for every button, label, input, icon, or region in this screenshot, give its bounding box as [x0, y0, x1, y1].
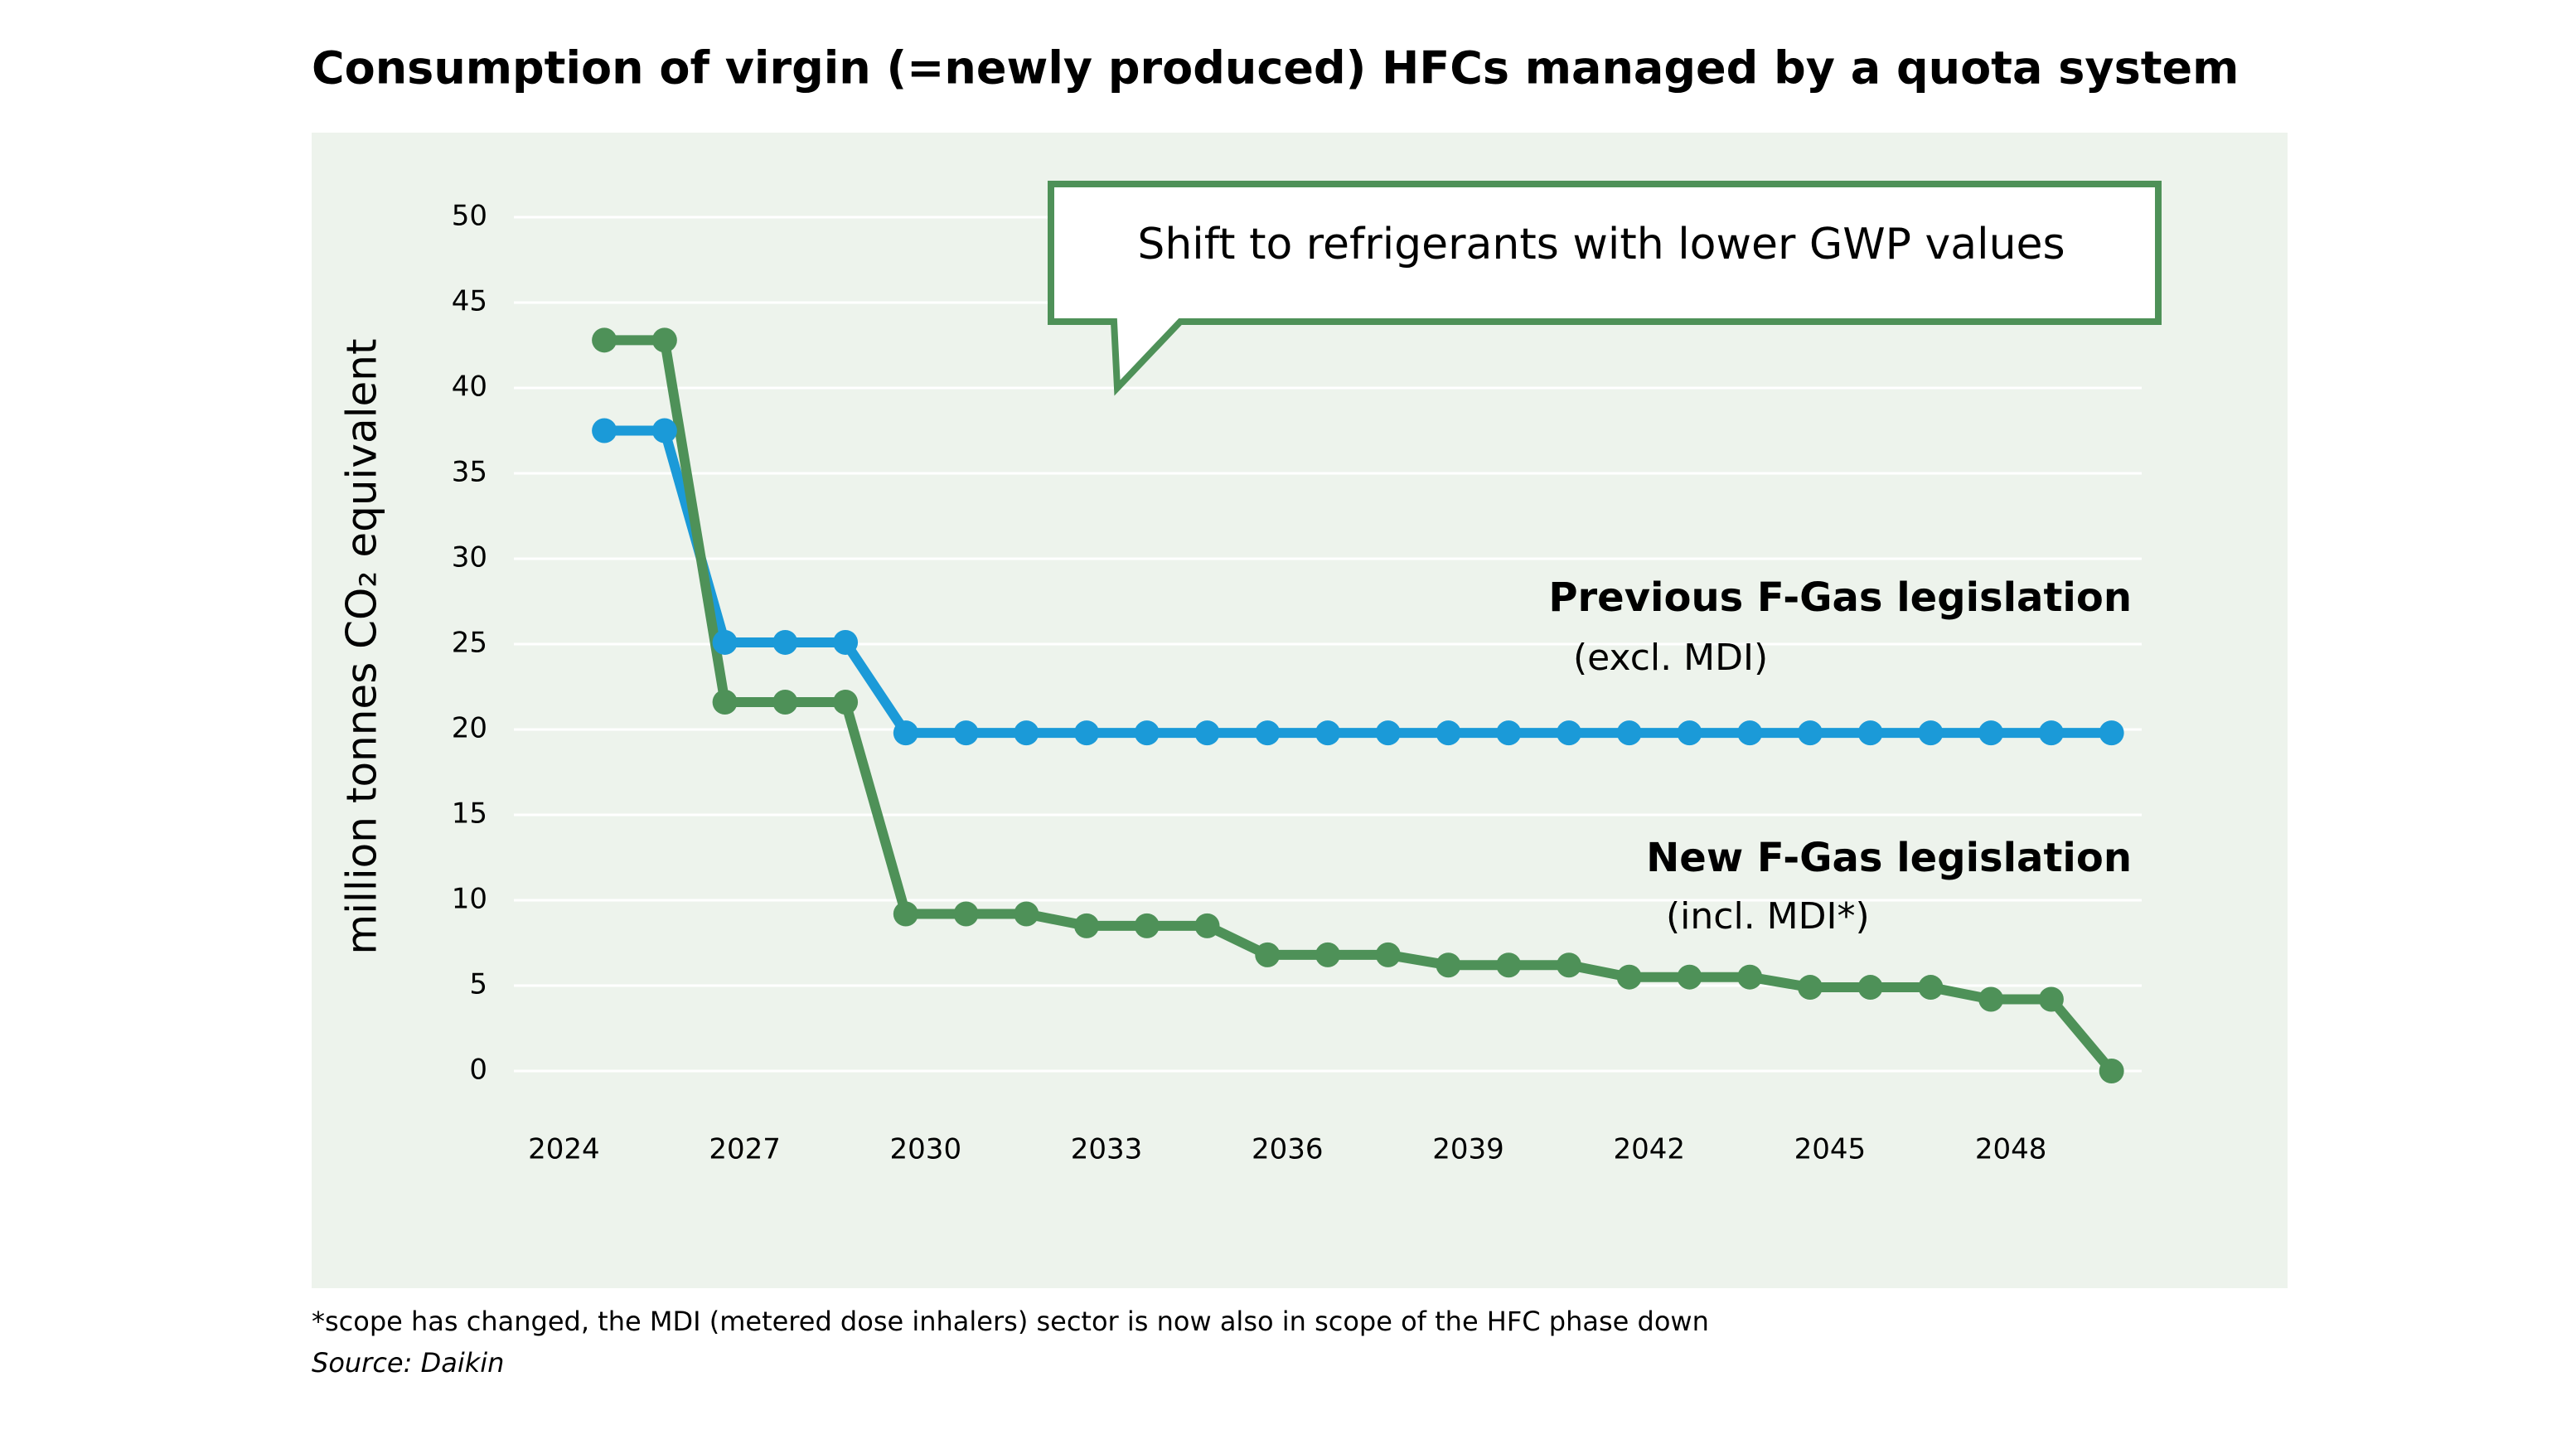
data-point	[1616, 964, 1642, 990]
data-point	[1255, 942, 1281, 967]
data-point	[1074, 720, 1100, 746]
x-tick-label: 2039	[1432, 1133, 1504, 1166]
data-point	[1255, 720, 1281, 746]
data-point	[1978, 986, 2004, 1012]
y-tick-label: 40	[452, 371, 487, 404]
series-label: New F-Gas legislation	[1646, 835, 2132, 881]
data-point	[1978, 720, 2004, 746]
data-point	[712, 690, 738, 715]
data-point	[1074, 913, 1100, 938]
y-tick-label: 5	[469, 968, 487, 1001]
data-point	[1375, 942, 1401, 967]
series-label: Previous F-Gas legislation	[1548, 574, 2132, 621]
data-point	[1194, 720, 1220, 746]
x-tick-label: 2036	[1252, 1133, 1324, 1166]
data-point	[833, 690, 859, 715]
data-point	[1737, 720, 1763, 746]
source: Source: Daikin	[312, 1347, 504, 1379]
y-tick-label: 20	[452, 712, 487, 745]
data-point	[1918, 975, 1944, 1001]
data-point	[1014, 901, 1039, 927]
y-tick-label: 0	[469, 1054, 487, 1087]
data-point	[1737, 964, 1763, 990]
data-point	[2038, 986, 2064, 1012]
data-point	[592, 418, 617, 443]
x-tick-label: 2045	[1794, 1133, 1867, 1166]
data-point	[1134, 913, 1160, 938]
data-point	[1677, 964, 1702, 990]
y-tick-label: 45	[452, 285, 487, 318]
data-point	[592, 327, 617, 353]
data-point	[2099, 720, 2124, 746]
data-point	[833, 629, 859, 655]
series-note: (incl. MDI*)	[1666, 895, 1870, 938]
data-point	[1556, 720, 1581, 746]
data-point	[1436, 720, 1461, 746]
data-point	[953, 901, 979, 927]
data-point	[1797, 975, 1823, 1001]
data-point	[1014, 720, 1039, 746]
data-point	[1436, 952, 1461, 978]
data-point	[1857, 720, 1883, 746]
data-point	[1194, 913, 1220, 938]
data-point	[1797, 720, 1823, 746]
data-point	[1315, 720, 1340, 746]
chart-title: Consumption of virgin (=newly produced) …	[312, 42, 2239, 94]
data-point	[1315, 942, 1340, 967]
y-tick-label: 30	[452, 541, 487, 574]
data-point	[2099, 1059, 2124, 1083]
y-tick-label: 25	[452, 627, 487, 660]
data-point	[712, 629, 738, 655]
data-point	[772, 690, 798, 715]
x-tick-label: 2027	[709, 1133, 781, 1166]
data-point	[1556, 952, 1581, 978]
data-point	[2038, 720, 2064, 746]
callout-box	[1048, 181, 2162, 396]
callout-text: Shift to refrigerants with lower GWP val…	[1137, 220, 2065, 269]
marks	[592, 327, 2124, 1083]
data-point	[1375, 720, 1401, 746]
y-tick-label: 35	[452, 456, 487, 489]
y-tick-label: 50	[452, 200, 487, 233]
data-point	[651, 418, 677, 443]
data-point	[953, 720, 979, 746]
data-point	[772, 629, 798, 655]
x-tick-label: 2024	[528, 1133, 600, 1166]
data-point	[1496, 952, 1522, 978]
y-tick-label: 15	[452, 797, 487, 831]
data-point	[1857, 975, 1883, 1001]
y-axis-label: million tonnes CO₂ equivalent	[338, 338, 386, 954]
data-point	[893, 720, 918, 746]
data-point	[1616, 720, 1642, 746]
x-tick-label: 2042	[1613, 1133, 1685, 1166]
data-point	[1918, 720, 1944, 746]
data-point	[1134, 720, 1160, 746]
footnote: *scope has changed, the MDI (metered dos…	[312, 1306, 1709, 1337]
x-tick-label: 2030	[890, 1133, 962, 1166]
x-tick-label: 2033	[1071, 1133, 1143, 1166]
plot-background	[312, 133, 2288, 1288]
x-tick-label: 2048	[1975, 1133, 2047, 1166]
data-point	[1677, 720, 1702, 746]
data-point	[1496, 720, 1522, 746]
data-point	[651, 327, 677, 353]
series-note: (excl. MDI)	[1573, 637, 1768, 679]
data-point	[893, 901, 918, 927]
y-tick-label: 10	[452, 883, 487, 916]
